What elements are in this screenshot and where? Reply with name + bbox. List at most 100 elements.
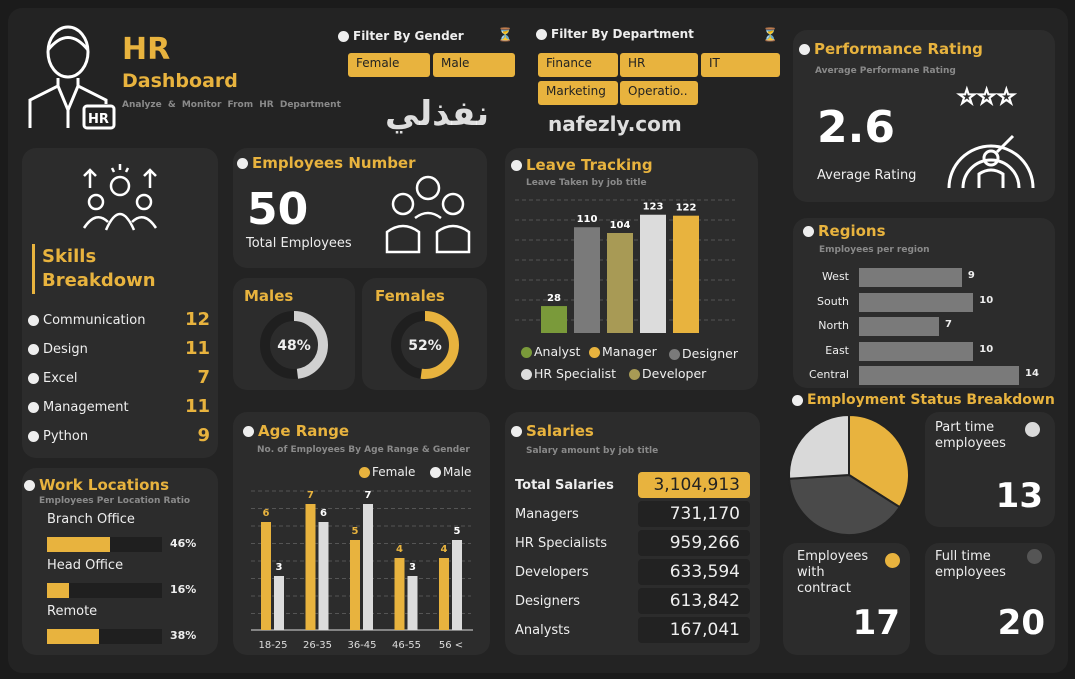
age-bar-label: 3 (409, 562, 416, 573)
employees-label: Total Employees (246, 236, 352, 251)
salary-row: Developers 633,594 (515, 559, 750, 585)
age-tick-label: 26-35 (303, 640, 332, 651)
leave-legend-item: Developer (629, 366, 706, 381)
salaries-card: Salaries Salary amount by job title Tota… (505, 412, 760, 655)
leave-legend-item: HR Specialist (521, 366, 616, 381)
employees-card: Employees Number 50 Total Employees (233, 148, 487, 268)
employees-group-icon (385, 175, 471, 254)
age-bar-label: 7 (365, 490, 372, 501)
employment-status-title: Employment Status Breakdown (792, 392, 1055, 408)
contract-count: 17 (852, 603, 900, 643)
rating-value: 2.6 (817, 102, 895, 153)
leave-legend-item: Manager (589, 344, 657, 359)
leave-bar-label: 110 (577, 214, 598, 225)
gender-filter-label: Filter By Gender (338, 29, 464, 43)
leave-bar-label: 123 (643, 202, 664, 213)
age-bar-label: 4 (396, 544, 403, 555)
rating-gauge-icon: ☆☆☆ (947, 84, 1035, 189)
hr-person-icon: HR (28, 25, 116, 130)
age-tick-label: 36-45 (347, 640, 376, 651)
age-bar-label: 5 (454, 526, 461, 537)
age-bar-male (452, 540, 462, 630)
leave-bar (541, 306, 567, 333)
rating-label: Average Rating (817, 168, 917, 183)
part-time-count: 13 (995, 476, 1043, 516)
males-donut (260, 311, 328, 379)
filter-hr[interactable]: HR (620, 53, 698, 77)
leave-bar (607, 233, 633, 333)
legend-female: Female (359, 465, 415, 479)
age-bar-label: 4 (441, 544, 448, 555)
age-bar-male (274, 576, 284, 630)
region-bar (859, 341, 974, 361)
age-bar-label: 6 (320, 508, 327, 519)
leave-bar (574, 227, 600, 333)
watermark-latin: nafezly.com (548, 112, 682, 136)
filter-finance[interactable]: Finance (538, 53, 618, 77)
males-percent: 48% (277, 338, 311, 354)
skill-item: Excel 7 (28, 367, 210, 388)
team-skills-icon (82, 164, 158, 231)
work-location-bar (47, 583, 69, 598)
age-tick-label: 56 < (439, 640, 463, 651)
age-bar-label: 3 (276, 562, 283, 573)
app-subtitle: Analyze & Monitor From HR Department (122, 100, 341, 110)
work-location-bar (47, 629, 100, 644)
salary-row: Designers 613,842 (515, 588, 750, 614)
full-time-card: Full time employees 20 (925, 543, 1055, 655)
filter-it[interactable]: IT (701, 53, 780, 77)
regions-card: Regions Employees per region West 9 South 1… (793, 218, 1055, 388)
svg-text:HR: HR (88, 112, 109, 127)
age-bar-female (261, 522, 271, 630)
age-tick-label: 46-55 (392, 640, 421, 651)
employees-count: 50 (247, 184, 309, 235)
females-percent: 52% (408, 338, 442, 354)
age-bar-female (394, 558, 405, 630)
performance-card: Performance Rating Average Performane Ra… (793, 30, 1055, 202)
work-location-bar (47, 537, 111, 552)
salary-row: Managers 731,170 (515, 501, 750, 527)
females-donut (391, 311, 459, 379)
app-title: HR (122, 32, 171, 67)
age-bar-female (439, 558, 449, 630)
full-time-count: 20 (997, 603, 1045, 643)
app-title-2: Dashboard (122, 70, 238, 92)
part-time-card: Part time employees 13 (925, 412, 1055, 527)
region-bar (859, 366, 1019, 385)
employment-pie-chart (788, 413, 910, 536)
skill-item: Management 11 (28, 396, 210, 417)
svg-text:☆☆☆: ☆☆☆ (957, 85, 1016, 110)
pie-slice (788, 413, 850, 480)
age-range-card: Age Range No. of Employees By Age Range … (233, 412, 490, 655)
skills-card: Skills Breakdown Communication 12 Design 11… (22, 148, 218, 458)
leave-legend-item: Designer (669, 346, 738, 361)
clear-filter-icon[interactable]: ⏳ (762, 28, 779, 43)
leave-bar-label: 122 (676, 203, 697, 214)
salary-row: HR Specialists 959,266 (515, 530, 750, 556)
watermark-arabic: نفذلي (385, 94, 490, 134)
females-card: Females 52% (362, 278, 487, 390)
filter-male[interactable]: Male (433, 53, 515, 77)
legend-male: Male (430, 465, 471, 479)
leave-bar (673, 215, 699, 333)
skill-item: Python 9 (28, 425, 210, 446)
pie-slice (788, 473, 902, 536)
females-donut-fill (391, 311, 459, 379)
filter-operations[interactable]: Operatio.. (620, 81, 698, 105)
salary-total-value: 3,104,913 (638, 472, 750, 498)
skill-item: Communication 12 (28, 309, 210, 330)
clear-filter-icon[interactable]: ⏳ (497, 28, 514, 43)
filter-marketing[interactable]: Marketing (538, 81, 618, 105)
leave-tracking-card: Leave Tracking Leave Taken by job title … (505, 148, 758, 390)
salary-total-row: Total Salaries 3,104,913 (515, 472, 750, 498)
region-bar (859, 268, 962, 287)
region-bar (859, 317, 939, 336)
age-bar-female (305, 504, 316, 630)
age-bar-label: 6 (263, 508, 270, 519)
filter-female[interactable]: Female (348, 53, 430, 77)
age-bar-label: 5 (352, 526, 359, 537)
age-bar-label: 7 (307, 490, 314, 501)
leave-bar (640, 214, 666, 333)
leave-bar-chart: 28 110 104 123 122 (515, 199, 735, 333)
